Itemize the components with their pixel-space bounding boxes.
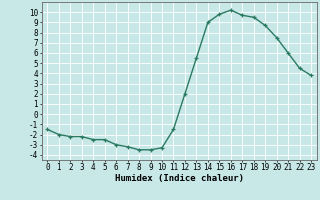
X-axis label: Humidex (Indice chaleur): Humidex (Indice chaleur) <box>115 174 244 183</box>
